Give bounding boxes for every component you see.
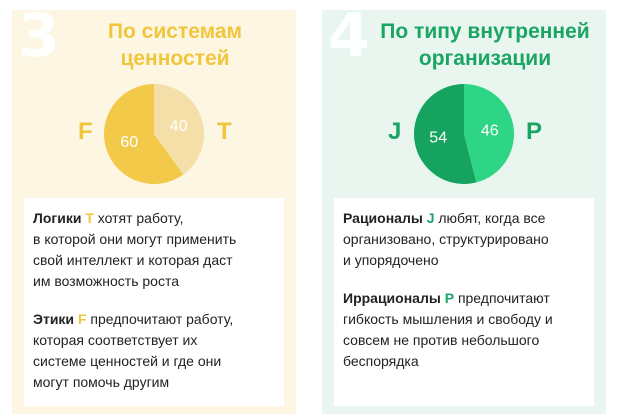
pie-letter-right: T (217, 118, 232, 145)
panel-title-line-1: По типу внутренней (380, 20, 590, 43)
pie-value-label-t: 40 (170, 118, 188, 135)
organization-panel: 4 По типу внутренней организации J P 54 4… (322, 10, 606, 414)
paragraph-line-2: которая соответствует их (33, 332, 198, 348)
paragraph-letter: T (85, 210, 94, 226)
paragraph-lead: Иррационалы (343, 290, 441, 306)
paragraph-lead: Логики (33, 210, 82, 226)
pie-value-label-p: 46 (481, 123, 499, 140)
info-box: Рационалы J любят, когда все организован… (334, 198, 594, 406)
panel-title: По системам ценностей (60, 18, 290, 72)
pie-slice-f (104, 84, 184, 184)
paragraph-lead: Этики (33, 311, 75, 327)
paragraph-judgers: Рационалы J любят, когда все организован… (343, 208, 586, 271)
paragraph-line-3: свой интеллект и которая даст (33, 252, 233, 268)
pie-letter-right: P (526, 118, 543, 145)
paragraph-line-3: совсем не против небольшого (343, 332, 540, 348)
paragraph-line-2: гибкость мышления и свободу и (343, 311, 553, 327)
values-panel: 3 По системам ценностей F T 60 40 Логики … (12, 10, 296, 414)
paragraph-line-4: могут помочь другим (33, 374, 170, 390)
paragraph-line-1: любят, когда все (438, 210, 546, 226)
paragraph-thinkers: Логики T хотят работу, в которой они мог… (33, 208, 276, 292)
panel-title: По типу внутренней организации (370, 18, 600, 72)
pie-slice-t (154, 84, 204, 175)
paragraph-line-2: организовано, структурировано (343, 231, 549, 247)
panel-number: 3 (18, 10, 60, 71)
paragraph-line-4: беспорядка (343, 353, 419, 369)
panel-title-line-2: ценностей (120, 47, 230, 70)
pie-chart-values: 60 40 (104, 84, 204, 184)
pie-slice-j (414, 84, 477, 184)
paragraph-line-1: предпочитают работу, (90, 311, 234, 327)
paragraph-line-4: им возможность роста (33, 273, 180, 289)
paragraph-line-1: хотят работу, (97, 210, 184, 226)
panel-number: 4 (328, 10, 370, 71)
paragraph-line-2: в которой они могут применить (33, 231, 237, 247)
pie-value-label-j: 54 (429, 129, 447, 146)
paragraph-letter: F (77, 311, 87, 327)
panel-title-line-2: организации (418, 47, 552, 70)
pie-slice-p (464, 84, 514, 183)
info-box: Логики T хотят работу, в которой они мог… (24, 198, 284, 406)
paragraph-line-1: предпочитают (457, 290, 550, 306)
paragraph-letter: J (426, 210, 435, 226)
paragraph-letter: P (444, 290, 455, 306)
panel-title-line-1: По системам (107, 20, 243, 43)
pie-letter-left: F (78, 118, 93, 145)
paragraph-perceivers: Иррационалы P предпочитают гибкость мышл… (343, 288, 586, 372)
pie-letter-left: J (388, 118, 402, 145)
pie-value-label-f: 60 (120, 134, 138, 151)
paragraph-feelers: Этики F предпочитают работу, которая соо… (33, 309, 276, 393)
paragraph-line-3: системе ценностей и где они (33, 353, 222, 369)
pie-chart-organization: 54 46 (414, 84, 514, 184)
paragraph-lead: Рационалы (343, 210, 423, 226)
paragraph-line-3: и упорядочено (343, 252, 439, 268)
